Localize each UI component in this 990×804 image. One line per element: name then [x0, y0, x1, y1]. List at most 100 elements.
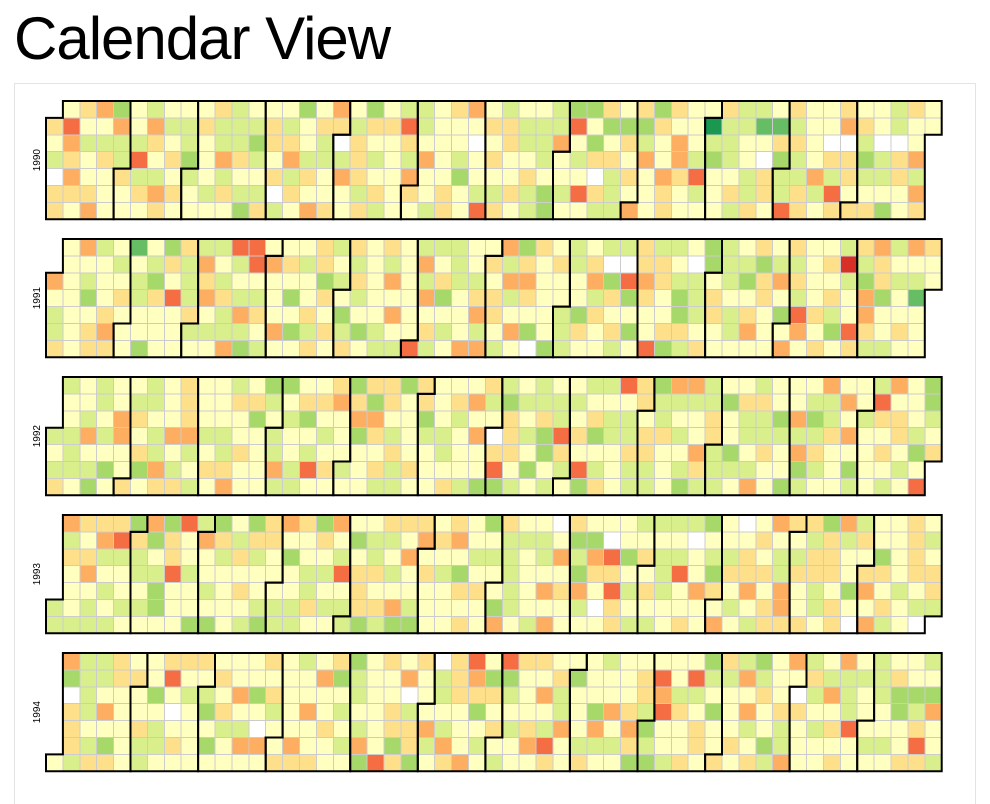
- day-cell[interactable]: [214, 323, 233, 341]
- day-cell[interactable]: [569, 548, 588, 567]
- day-cell[interactable]: [62, 117, 81, 136]
- day-cell[interactable]: [839, 565, 858, 584]
- day-cell[interactable]: [400, 703, 419, 722]
- day-cell[interactable]: [907, 548, 926, 567]
- day-cell[interactable]: [856, 582, 875, 600]
- day-cell[interactable]: [96, 100, 115, 119]
- day-cell[interactable]: [755, 168, 774, 186]
- day-cell[interactable]: [518, 151, 537, 170]
- day-cell[interactable]: [552, 737, 571, 755]
- day-cell[interactable]: [873, 531, 892, 550]
- day-cell[interactable]: [366, 168, 385, 186]
- day-cell[interactable]: [417, 117, 436, 136]
- day-cell[interactable]: [501, 117, 520, 136]
- day-cell[interactable]: [383, 410, 402, 429]
- day-cell[interactable]: [806, 255, 824, 274]
- day-cell[interactable]: [383, 599, 402, 617]
- day-cell[interactable]: [265, 565, 284, 584]
- day-cell[interactable]: [721, 514, 740, 533]
- day-cell[interactable]: [772, 272, 791, 291]
- day-cell[interactable]: [738, 753, 757, 772]
- day-cell[interactable]: [349, 151, 368, 170]
- day-cell[interactable]: [231, 238, 250, 257]
- day-cell[interactable]: [282, 255, 301, 274]
- day-cell[interactable]: [231, 652, 250, 671]
- day-cell[interactable]: [569, 582, 588, 600]
- day-cell[interactable]: [856, 444, 875, 462]
- day-cell[interactable]: [603, 461, 622, 479]
- day-cell[interactable]: [806, 201, 824, 220]
- day-cell[interactable]: [637, 134, 655, 153]
- day-cell[interactable]: [366, 289, 385, 308]
- day-cell[interactable]: [586, 461, 605, 479]
- day-cell[interactable]: [113, 100, 131, 119]
- day-cell[interactable]: [501, 410, 520, 429]
- day-cell[interactable]: [789, 444, 807, 462]
- day-cell[interactable]: [839, 255, 858, 274]
- day-cell[interactable]: [434, 376, 453, 395]
- day-cell[interactable]: [637, 339, 655, 358]
- day-cell[interactable]: [96, 477, 115, 496]
- day-cell[interactable]: [687, 339, 706, 358]
- day-cell[interactable]: [197, 737, 216, 755]
- day-cell[interactable]: [231, 427, 250, 446]
- day-cell[interactable]: [79, 686, 98, 705]
- day-cell[interactable]: [417, 306, 436, 324]
- day-cell[interactable]: [637, 582, 655, 600]
- day-cell[interactable]: [484, 565, 503, 584]
- day-cell[interactable]: [417, 720, 436, 738]
- day-cell[interactable]: [383, 134, 402, 153]
- day-cell[interactable]: [687, 168, 706, 186]
- day-cell[interactable]: [400, 255, 419, 274]
- day-cell[interactable]: [772, 117, 791, 136]
- day-cell[interactable]: [231, 599, 250, 617]
- day-cell[interactable]: [434, 531, 453, 550]
- day-cell[interactable]: [738, 117, 757, 136]
- day-cell[interactable]: [738, 255, 757, 274]
- day-cell[interactable]: [96, 151, 115, 170]
- day-cell[interactable]: [890, 444, 909, 462]
- day-cell[interactable]: [501, 531, 520, 550]
- day-cell[interactable]: [789, 737, 807, 755]
- day-cell[interactable]: [586, 703, 605, 722]
- day-cell[interactable]: [197, 514, 216, 533]
- day-cell[interactable]: [890, 753, 909, 772]
- day-cell[interactable]: [907, 615, 926, 634]
- day-cell[interactable]: [451, 582, 470, 600]
- day-cell[interactable]: [839, 393, 858, 412]
- day-cell[interactable]: [231, 410, 250, 429]
- day-cell[interactable]: [670, 703, 689, 722]
- day-cell[interactable]: [332, 427, 351, 446]
- day-cell[interactable]: [315, 461, 334, 479]
- day-cell[interactable]: [738, 323, 757, 341]
- day-cell[interactable]: [468, 514, 486, 533]
- day-cell[interactable]: [806, 289, 824, 308]
- day-cell[interactable]: [704, 185, 723, 203]
- day-cell[interactable]: [839, 289, 858, 308]
- day-cell[interactable]: [468, 117, 486, 136]
- day-cell[interactable]: [890, 565, 909, 584]
- day-cell[interactable]: [822, 531, 841, 550]
- day-cell[interactable]: [603, 168, 622, 186]
- day-cell[interactable]: [806, 100, 824, 119]
- day-cell[interactable]: [653, 461, 672, 479]
- day-cell[interactable]: [687, 323, 706, 341]
- day-cell[interactable]: [924, 100, 943, 119]
- day-cell[interactable]: [417, 185, 436, 203]
- day-cell[interactable]: [687, 652, 706, 671]
- day-cell[interactable]: [721, 410, 740, 429]
- day-cell[interactable]: [163, 376, 182, 395]
- day-cell[interactable]: [856, 669, 875, 688]
- day-cell[interactable]: [822, 238, 841, 257]
- day-cell[interactable]: [113, 427, 131, 446]
- day-cell[interactable]: [907, 599, 926, 617]
- day-cell[interactable]: [197, 255, 216, 274]
- day-cell[interactable]: [113, 393, 131, 412]
- day-cell[interactable]: [484, 477, 503, 496]
- day-cell[interactable]: [670, 686, 689, 705]
- day-cell[interactable]: [282, 238, 301, 257]
- day-cell[interactable]: [569, 255, 588, 274]
- day-cell[interactable]: [214, 393, 233, 412]
- day-cell[interactable]: [197, 323, 216, 341]
- day-cell[interactable]: [349, 393, 368, 412]
